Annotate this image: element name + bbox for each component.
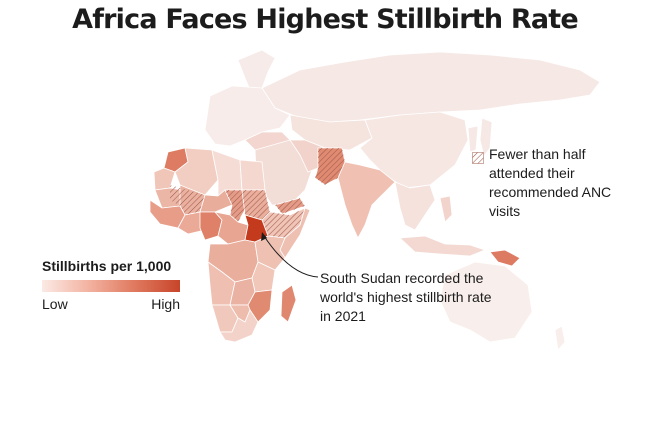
region-libya: [211, 149, 243, 197]
region-europe: [204, 85, 291, 147]
hatch-horn: [262, 208, 305, 238]
legend-low-label: Low: [42, 296, 68, 312]
region-western-sahara: [153, 167, 176, 191]
region-russia: [261, 51, 601, 123]
region-india: [337, 161, 396, 239]
map-title: Africa Faces Highest Stillbirth Rate: [72, 4, 579, 35]
region-cameroon: [213, 211, 249, 245]
hatch-legend-swatch: [472, 152, 484, 164]
region-egypt: [239, 159, 266, 191]
hatch-pakistan: [315, 148, 345, 185]
region-indonesia: [399, 235, 487, 257]
legend-title: Stillbirths per 1,000: [42, 258, 172, 274]
legend-high-label: High: [151, 296, 180, 312]
region-philippines: [439, 195, 453, 223]
annotation-arrowhead: [261, 232, 267, 241]
annotation-arrow: [263, 235, 319, 278]
hatch-legend-text: Fewer than half attended their recommend…: [489, 146, 612, 219]
region-scandinavia: [237, 49, 276, 91]
region-australia: [439, 261, 533, 343]
region-new-zealand: [554, 325, 566, 351]
region-png: [489, 249, 521, 267]
region-japan: [467, 117, 493, 157]
region-south-africa: [219, 309, 259, 343]
hatch-yemen: [275, 198, 305, 214]
region-southeast-asia: [394, 181, 436, 231]
legend-gradient-bar: [42, 280, 180, 292]
hatch-chad: [225, 190, 245, 222]
hatch-sudan: [242, 190, 270, 220]
south-sudan-annotation: South Sudan recorded the world's highest…: [320, 270, 492, 324]
region-central-asia: [289, 114, 373, 151]
region-madagascar: [280, 284, 297, 323]
hatch-west-africa: [170, 185, 205, 215]
